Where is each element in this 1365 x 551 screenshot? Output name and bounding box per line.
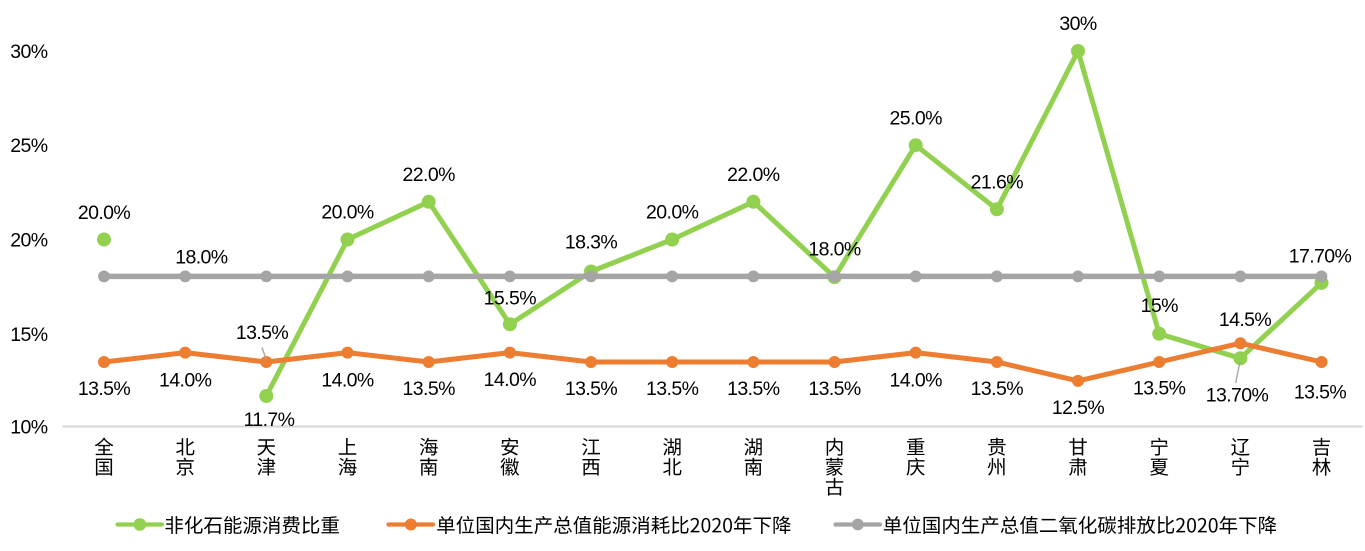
svg-text:20.0%: 20.0% (646, 202, 699, 224)
svg-text:30%: 30% (1059, 13, 1096, 35)
svg-text:13.5%: 13.5% (727, 378, 780, 400)
svg-text:17.70%: 17.70% (1289, 246, 1352, 268)
svg-text:12.5%: 12.5% (1052, 397, 1105, 419)
svg-text:18.0%: 18.0% (175, 247, 228, 269)
svg-text:20.0%: 20.0% (78, 202, 131, 224)
svg-text:20%: 20% (10, 230, 47, 252)
svg-text:13.5%: 13.5% (808, 378, 861, 400)
svg-text:10%: 10% (10, 417, 47, 439)
svg-text:18.0%: 18.0% (808, 239, 861, 261)
svg-text:13.5%: 13.5% (565, 378, 618, 400)
svg-text:15%: 15% (10, 324, 47, 346)
svg-text:15.5%: 15.5% (484, 287, 537, 309)
svg-text:14.0%: 14.0% (890, 370, 943, 392)
svg-text:13.5%: 13.5% (78, 378, 131, 400)
svg-text:13.5%: 13.5% (403, 378, 456, 400)
svg-text:14.0%: 14.0% (484, 369, 537, 391)
svg-text:18.3%: 18.3% (565, 232, 618, 254)
svg-text:13.5%: 13.5% (646, 378, 699, 400)
svg-text:20.0%: 20.0% (321, 202, 374, 224)
svg-text:13.5%: 13.5% (1133, 378, 1186, 400)
svg-text:25%: 25% (10, 135, 47, 157)
svg-text:22.0%: 22.0% (727, 164, 780, 186)
svg-text:13.5%: 13.5% (971, 378, 1024, 400)
svg-text:13.70%: 13.70% (1206, 385, 1269, 407)
svg-text:13.5%: 13.5% (1294, 382, 1347, 404)
svg-text:14.0%: 14.0% (321, 370, 374, 392)
svg-text:22.0%: 22.0% (403, 164, 456, 186)
svg-text:15%: 15% (1141, 295, 1178, 317)
svg-text:13.5%: 13.5% (236, 322, 289, 344)
svg-text:25.0%: 25.0% (890, 107, 943, 129)
svg-text:14.0%: 14.0% (159, 370, 212, 392)
svg-text:30%: 30% (10, 41, 47, 63)
svg-text:11.7%: 11.7% (244, 409, 295, 431)
svg-text:21.6%: 21.6% (971, 172, 1024, 194)
svg-text:14.5%: 14.5% (1219, 309, 1272, 331)
